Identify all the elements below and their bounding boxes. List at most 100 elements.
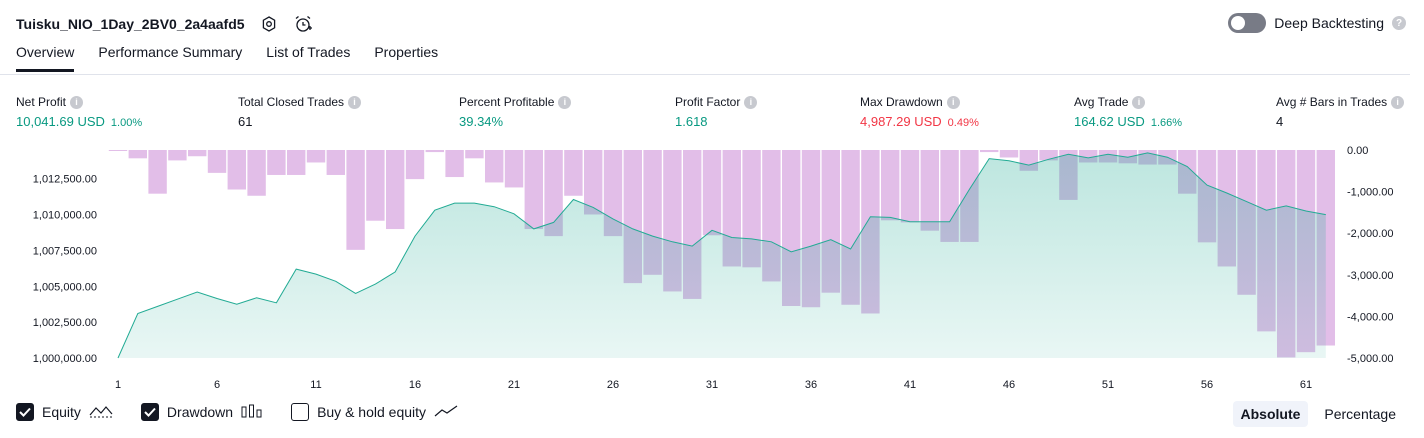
drawdown-bar (504, 150, 524, 188)
deep-backtesting-label: Deep Backtesting (1274, 15, 1384, 31)
buy-hold-line-icon (434, 404, 458, 421)
drawdown-bar (702, 150, 722, 236)
drawdown-bar (148, 150, 167, 194)
tab-properties[interactable]: Properties (374, 44, 439, 60)
legend-equity[interactable]: Equity (16, 403, 113, 421)
legend-buy-hold-equity[interactable]: Buy & hold equity (291, 403, 458, 421)
equity-line-icon (89, 404, 113, 421)
equity-area (118, 152, 1326, 358)
strategy-name: Tuisku_NIO_1Day_2BV0_2a4aafd5 (16, 16, 245, 32)
info-icon[interactable]: i (1391, 95, 1405, 109)
drawdown-bar (346, 150, 365, 250)
x-tick-label: 36 (805, 379, 817, 391)
info-icon[interactable]: i (70, 95, 84, 109)
y-right-tick-label: -4,000.00 (1347, 311, 1393, 323)
drawdown-bar (188, 150, 207, 157)
drawdown-bar (445, 150, 464, 178)
tab-divider (0, 74, 1410, 75)
y-left-tick-label: 1,007,500.00 (33, 245, 97, 257)
drawdown-bar (207, 150, 227, 173)
drawdown-bar (900, 150, 920, 223)
y-right-tick-label: -5,000.00 (1347, 353, 1393, 365)
drawdown-bar (920, 150, 939, 231)
x-tick-label: 1 (115, 379, 121, 391)
metric-percent-profitable: Percent Profitable i 39.34% (459, 94, 572, 129)
x-tick-label: 51 (1102, 379, 1114, 391)
metric-total-closed-trades: Total Closed Trades i 61 (238, 94, 362, 129)
metric-percent: 0.49% (947, 117, 979, 129)
metric-value: 61 (238, 114, 253, 129)
legend-label: Buy & hold equity (317, 404, 427, 420)
metrics-row: Net Profit i 10,041.69 USD 1.00% Total Clo… (0, 94, 1424, 134)
metric-label: Percent Profitable (459, 95, 555, 109)
absolute-button[interactable]: Absolute (1232, 401, 1309, 427)
drawdown-bar (425, 150, 444, 153)
drawdown-bar (465, 150, 484, 159)
drawdown-bar (326, 150, 345, 175)
x-tick-label: 41 (904, 379, 916, 391)
drawdown-bar (881, 150, 900, 221)
equity-drawdown-chart[interactable]: 1,000,000.00 1,002,500.00 1,005,000.00 1,00… (0, 140, 1424, 395)
metric-value: 39.34% (459, 114, 504, 129)
info-icon[interactable]: i (348, 95, 362, 109)
drawdown-bar (267, 150, 286, 175)
x-tick-label: 26 (607, 379, 619, 391)
info-icon[interactable]: i (1132, 95, 1146, 109)
legend-label: Drawdown (166, 404, 234, 420)
metric-value: 4 (1276, 114, 1284, 129)
header: Tuisku_NIO_1Day_2BV0_2a4aafd5 (16, 12, 313, 36)
drawdown-bar (366, 150, 385, 221)
legend-label: Equity (42, 404, 81, 420)
drawdown-bar (980, 150, 999, 153)
y-left-tick-label: 1,010,000.00 (33, 210, 97, 222)
drawdown-bar (603, 150, 623, 237)
help-icon[interactable]: ? (1392, 16, 1406, 30)
drawdown-bar (742, 150, 761, 268)
metric-percent: 1.66% (1150, 117, 1183, 129)
drawdown-bar (1039, 150, 1058, 161)
drawdown-checkbox[interactable] (140, 403, 159, 421)
drawdown-bar (108, 150, 128, 151)
drawdown-bars-icon (241, 404, 263, 421)
x-tick-label: 56 (1201, 379, 1213, 391)
info-icon[interactable]: i (744, 95, 758, 109)
drawdown-bar (544, 150, 563, 237)
info-icon[interactable]: i (946, 95, 960, 109)
equity-checkbox[interactable] (16, 403, 34, 421)
drawdown-bar (564, 150, 583, 196)
add-alert-icon[interactable] (293, 14, 313, 34)
tab-list-of-trades[interactable]: List of Trades (266, 44, 351, 60)
buy-hold-checkbox[interactable] (291, 403, 310, 421)
metric-label: Net Profit (16, 95, 67, 109)
info-icon[interactable]: i (558, 95, 572, 109)
settings-icon[interactable] (259, 14, 279, 34)
percentage-button[interactable]: Percentage (1324, 406, 1396, 422)
x-tick-label: 21 (508, 379, 520, 391)
x-tick-label: 11 (310, 379, 321, 391)
metric-label: Avg Trade (1074, 95, 1129, 109)
drawdown-bar (287, 150, 306, 175)
y-right-tick-label: -2,000.00 (1347, 228, 1393, 240)
metric-label: Max Drawdown (860, 95, 943, 109)
x-tick-label: 16 (409, 379, 421, 391)
drawdown-bar (386, 150, 405, 230)
metric-label: Total Closed Trades (238, 95, 345, 109)
y-left-tick-label: 1,005,000.00 (33, 281, 97, 293)
metric-value: 4,987.29 USD (860, 114, 942, 129)
y-left-tick-label: 1,000,000.00 (33, 353, 97, 365)
tab-overview[interactable]: Overview (16, 44, 75, 72)
x-tick-label: 46 (1003, 379, 1015, 391)
y-left-tick-label: 1,012,500.00 (33, 174, 97, 186)
deep-backtesting: Deep Backtesting ? (1228, 13, 1406, 33)
y-right-tick-label: 0.00 (1347, 145, 1368, 157)
metric-percent: 1.00% (110, 117, 143, 129)
metric-net-profit: Net Profit i 10,041.69 USD 1.00% (16, 94, 142, 129)
drawdown-bar (306, 150, 326, 163)
legend-drawdown[interactable]: Drawdown (140, 403, 263, 421)
equity-line (117, 152, 1326, 359)
tab-performance-summary[interactable]: Performance Summary (98, 44, 243, 60)
drawdown-bar (405, 150, 425, 180)
metric-profit-factor: Profit Factor i 1.618 (675, 94, 758, 129)
deep-backtesting-toggle[interactable] (1228, 13, 1267, 33)
drawdown-bar (227, 150, 246, 190)
